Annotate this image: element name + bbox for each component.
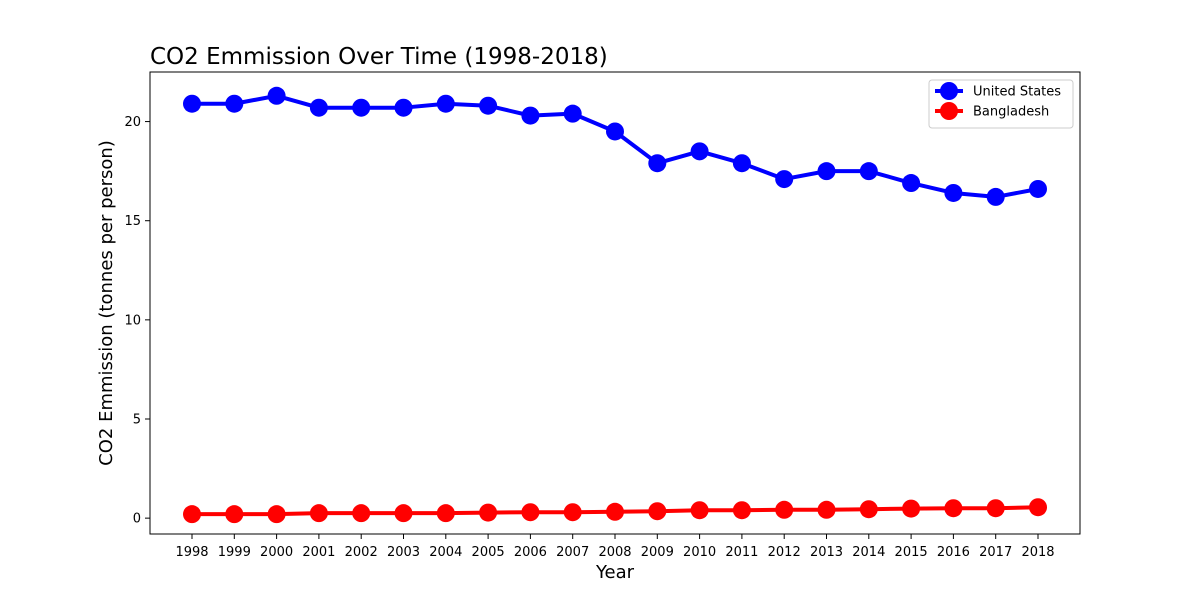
x-tick-label: 2013 (810, 545, 843, 560)
x-tick-label: 2010 (683, 545, 716, 560)
data-point (606, 502, 624, 521)
x-tick-label: 2015 (895, 545, 928, 560)
data-point (986, 499, 1005, 518)
data-point (225, 94, 244, 113)
data-point (606, 122, 624, 141)
y-tick-label: 15 (124, 214, 141, 229)
data-point (521, 106, 540, 125)
chart-title: CO2 Emmission Over Time (1998-2018) (150, 44, 608, 70)
data-point (859, 162, 878, 181)
data-point (225, 505, 244, 524)
data-point (1029, 498, 1047, 517)
x-tick-label: 2018 (1021, 545, 1054, 560)
x-tick-label: 2008 (598, 545, 631, 560)
x-tick-label: 2012 (768, 545, 801, 560)
plot-area (149, 71, 1081, 535)
x-tick-label: 2001 (302, 545, 335, 560)
data-point (775, 500, 794, 519)
data-point (732, 501, 751, 520)
data-point (183, 94, 201, 113)
data-point (732, 154, 751, 173)
x-axis-label: Year (595, 562, 635, 583)
y-tick-label: 20 (124, 115, 141, 130)
data-point (690, 142, 709, 161)
data-point (944, 499, 963, 518)
data-point (944, 183, 963, 202)
x-tick-label: 1998 (175, 545, 208, 560)
data-point (859, 500, 878, 519)
data-point (394, 504, 413, 523)
y-axis-label: CO2 Emmission (tonnes per person) (96, 140, 117, 466)
data-point (648, 502, 667, 521)
data-point (817, 500, 836, 519)
x-tick-label: 2004 (429, 545, 462, 560)
x-tick-label: 2000 (260, 545, 293, 560)
x-tick-label: 2005 (472, 545, 505, 560)
data-point (563, 104, 582, 123)
y-axis: 0 5 10 15 20 (124, 115, 150, 527)
data-point (267, 505, 286, 524)
x-tick-label: 2014 (852, 545, 885, 560)
data-point (436, 94, 455, 113)
data-point (902, 174, 921, 193)
x-tick-label: 2007 (556, 545, 589, 560)
data-point (309, 504, 328, 523)
data-point (352, 98, 371, 117)
legend-marker (940, 102, 958, 120)
data-point (479, 503, 498, 522)
data-point (986, 187, 1005, 206)
x-tick-label: 2003 (387, 545, 420, 560)
x-tick-label: 1999 (218, 545, 251, 560)
data-point (1029, 179, 1047, 198)
x-axis: 1998 1999 2000 2001 2002 2003 2004 2005 2006 2007… (175, 534, 1055, 560)
data-point (309, 98, 328, 117)
data-point (436, 504, 455, 523)
data-point (479, 96, 498, 115)
y-tick-label: 5 (133, 412, 141, 427)
x-tick-label: 2006 (514, 545, 547, 560)
legend-marker (940, 82, 958, 100)
data-point (817, 162, 836, 181)
y-tick-label: 10 (124, 313, 141, 328)
data-point (352, 504, 371, 523)
x-tick-label: 2002 (345, 545, 378, 560)
data-point (775, 170, 794, 189)
data-point (521, 503, 540, 522)
legend-box (928, 79, 1074, 129)
legend-label: United States (973, 85, 1061, 100)
data-point (648, 154, 667, 173)
data-point (902, 499, 921, 518)
y-tick-label: 0 (133, 512, 141, 527)
data-point (690, 501, 709, 520)
legend-label: Bangladesh (973, 105, 1049, 120)
data-point (394, 98, 413, 117)
x-tick-label: 2017 (979, 545, 1012, 560)
x-tick-label: 2009 (641, 545, 674, 560)
data-point (267, 86, 286, 105)
legend: United States Bangladesh (928, 79, 1074, 129)
x-tick-label: 2016 (937, 545, 970, 560)
data-point (563, 503, 582, 522)
data-point (183, 505, 201, 524)
x-tick-label: 2011 (725, 545, 758, 560)
series-layer (183, 86, 1047, 524)
